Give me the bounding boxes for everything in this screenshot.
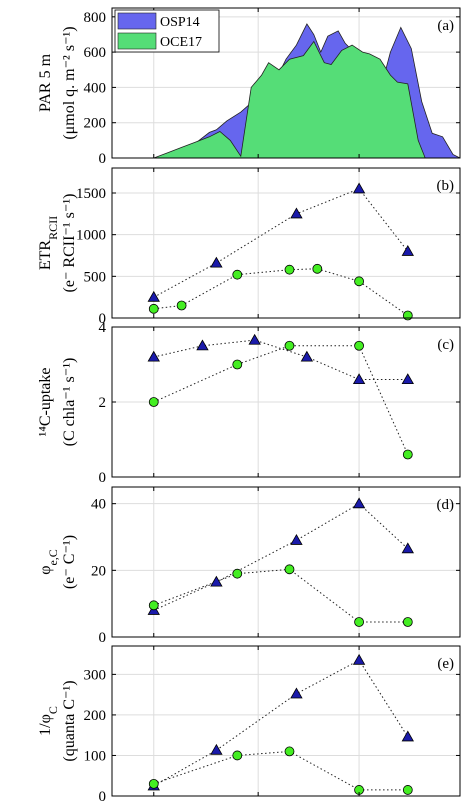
- plot-background: [112, 487, 460, 637]
- data-point-oce17: [148, 303, 159, 314]
- area-oce17: [112, 40, 460, 159]
- data-point-oce17: [232, 568, 243, 579]
- series-line-osp14: [153, 659, 409, 787]
- y-tick-label: 4: [99, 320, 107, 336]
- data-point-oce17: [148, 600, 159, 611]
- data-point-osp14: [352, 373, 366, 385]
- data-point-oce17: [284, 746, 295, 757]
- y-tick-label: 2: [99, 395, 107, 411]
- y-tick-label: 1500: [76, 186, 106, 202]
- y-axis-units: (C chla⁻¹ s⁻¹): [61, 358, 78, 447]
- y-tick-label: 100: [84, 748, 107, 764]
- y-tick-label: 0: [99, 630, 107, 646]
- y-tick-label: 200: [84, 708, 107, 724]
- y-tick-label: 300: [84, 667, 107, 683]
- y-axis-label: φe,C: [37, 549, 60, 575]
- data-point-oce17: [176, 300, 187, 311]
- y-axis-units: (e⁻ RCII⁻¹ s⁻¹): [61, 194, 78, 293]
- data-point-osp14: [196, 339, 209, 351]
- y-tick-label: 200: [84, 116, 107, 132]
- plot-frame: [111, 7, 461, 159]
- y-tick-label: 400: [84, 80, 107, 96]
- y-axis-label: 1/φC: [37, 706, 60, 736]
- y-tick-label: 0: [99, 470, 107, 486]
- panel-label: (a): [437, 18, 454, 34]
- y-axis-units: (μmol q. m⁻² s⁻¹): [61, 26, 78, 139]
- y-axis-label: ETRRCII: [37, 216, 60, 270]
- panel-label: (b): [437, 178, 455, 194]
- legend: OSP14 OCE17: [114, 9, 220, 53]
- data-point-osp14: [352, 497, 366, 509]
- data-point-oce17: [284, 340, 295, 351]
- data-point-osp14: [401, 373, 414, 385]
- data-point-osp14: [290, 207, 303, 219]
- data-point-osp14: [401, 245, 414, 256]
- data-point-oce17: [402, 785, 413, 795]
- data-point-osp14: [352, 653, 366, 665]
- data-point-oce17: [232, 750, 243, 761]
- data-point-oce17: [402, 310, 413, 321]
- data-point-oce17: [354, 617, 364, 627]
- panel-label: (d): [437, 497, 455, 513]
- data-point-oce17: [354, 340, 364, 351]
- plot-frame: [111, 167, 461, 319]
- data-point-osp14: [352, 182, 366, 194]
- y-tick-label: 800: [84, 10, 107, 26]
- data-point-oce17: [354, 276, 364, 287]
- data-point-oce17: [402, 617, 413, 627]
- legend-swatch-osp14: [117, 12, 157, 30]
- data-point-osp14: [401, 730, 414, 742]
- series-line-oce17: [153, 345, 409, 455]
- legend-swatch-oce17: [117, 32, 157, 50]
- plot-frame: [111, 645, 461, 797]
- y-tick-label: 0: [99, 311, 107, 327]
- data-point-osp14: [147, 350, 160, 362]
- y-axis-label: ¹⁴C-uptake: [37, 367, 54, 436]
- legend-label-oce17: OCE17: [160, 35, 202, 50]
- panel-3: 0 2 4 (c) ¹⁴C-uptake (C chla⁻¹ s⁻¹): [37, 320, 461, 486]
- data-point-oce17: [148, 397, 159, 407]
- data-point-oce17: [402, 449, 413, 460]
- panel-label: (c): [437, 337, 454, 353]
- data-point-oce17: [284, 564, 295, 575]
- plot-background: [112, 168, 460, 318]
- data-point-oce17: [148, 778, 159, 789]
- series-line-oce17: [153, 568, 408, 623]
- panel-label: (e): [437, 656, 454, 672]
- y-axis-units: (quanta C⁻¹): [61, 680, 78, 761]
- data-point-osp14: [300, 350, 314, 362]
- data-point-oce17: [232, 269, 243, 280]
- y-tick-label: 0: [99, 151, 107, 167]
- data-point-osp14: [290, 534, 303, 545]
- data-point-osp14: [290, 687, 303, 699]
- panel-1: 0 200 400 600 800 (a) PAR 5 m (μmol q. m⁻² s⁻¹): [37, 7, 461, 167]
- y-tick-label: 40: [91, 497, 106, 513]
- data-point-osp14: [210, 256, 223, 268]
- y-axis-units: (e⁻ C⁻¹): [61, 535, 78, 589]
- panel-4: 0 20 40 (d) φe,C (e⁻ C⁻¹): [37, 486, 461, 646]
- panel-2: 0 500 1000 1500 (b) ETRRCII (e⁻ RCII⁻¹ s⁻¹): [37, 167, 461, 327]
- data-point-osp14: [147, 290, 160, 302]
- y-tick-label: 0: [99, 789, 107, 805]
- data-point-osp14: [401, 542, 414, 554]
- y-tick-label: 600: [84, 45, 107, 61]
- legend-label-osp14: OSP14: [160, 15, 200, 30]
- data-point-osp14: [248, 333, 261, 345]
- panel-5: 0 100 200 300 (e) 1/φC (quanta C⁻¹): [37, 645, 461, 805]
- plot-frame: [111, 486, 461, 638]
- y-tick-label: 1000: [76, 228, 106, 244]
- y-tick-label: 500: [84, 269, 107, 285]
- data-point-osp14: [210, 575, 223, 587]
- y-axis-label: PAR 5 m: [37, 53, 54, 112]
- plot-background: [112, 646, 460, 796]
- data-point-oce17: [232, 359, 243, 370]
- data-point-oce17: [284, 264, 295, 275]
- data-point-oce17: [312, 263, 323, 274]
- y-tick-label: 20: [91, 563, 106, 579]
- data-point-osp14: [210, 743, 223, 755]
